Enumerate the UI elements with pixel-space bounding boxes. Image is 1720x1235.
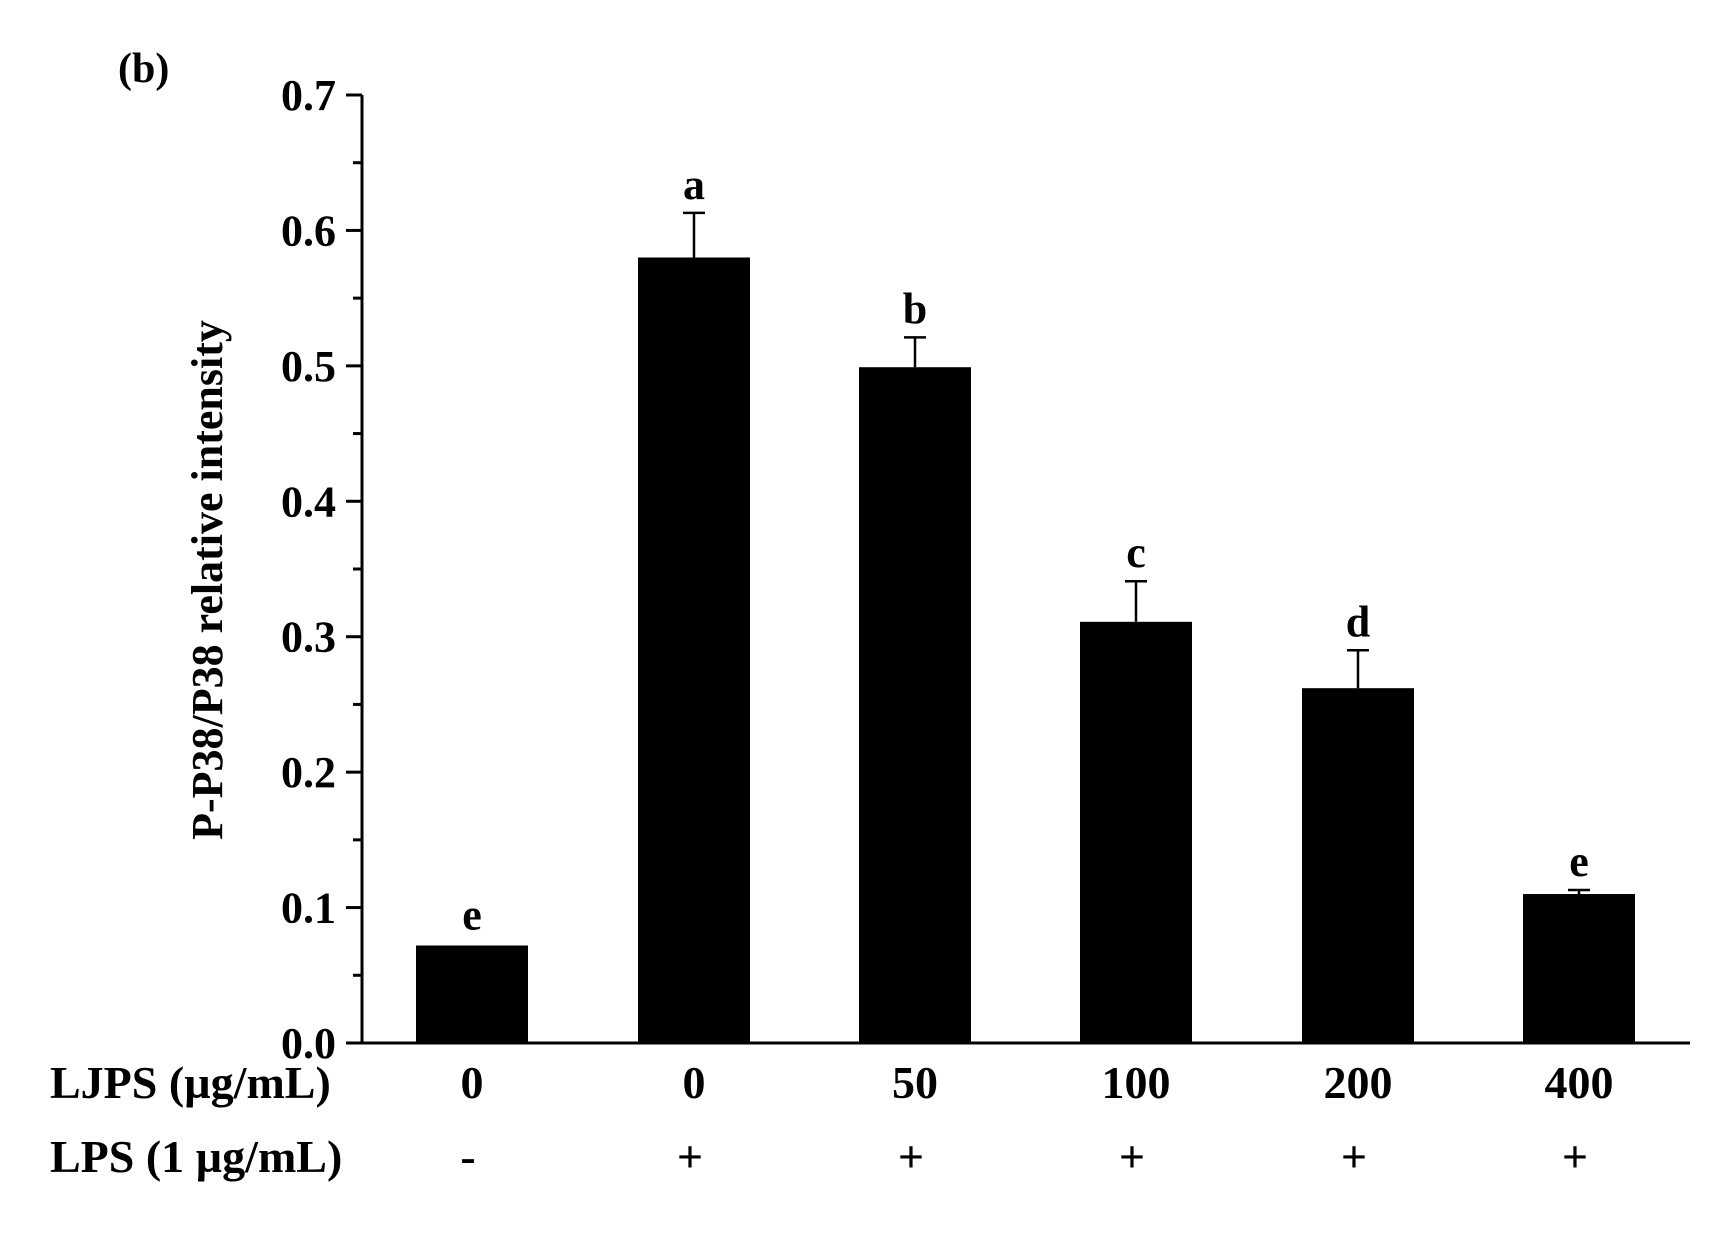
ljps-dose-label: 100	[1102, 1057, 1171, 1108]
y-tick-label: 0.4	[281, 477, 336, 526]
significance-label: c	[1126, 528, 1146, 577]
y-tick-label: 0.6	[281, 206, 336, 255]
y-axis: 0.0 0.1 0.2 0.3 0.4 0.5 0.6 0.7	[281, 71, 364, 1068]
bar	[1302, 688, 1414, 1043]
significance-label: e	[1569, 837, 1589, 886]
y-tick-label: 0.2	[281, 748, 336, 797]
lps-values: - + + + + +	[460, 1131, 1588, 1182]
y-tick-label: 0.1	[281, 884, 336, 933]
y-tick-label: 0.0	[281, 1019, 336, 1068]
lps-treatment-label: +	[1341, 1131, 1367, 1182]
lps-treatment-label: +	[1119, 1131, 1145, 1182]
lps-treatment-label: +	[1562, 1131, 1588, 1182]
lps-treatment-label: -	[460, 1131, 475, 1182]
bar	[859, 367, 971, 1043]
ljps-dose-label: 0	[461, 1057, 484, 1108]
ljps-dose-label: 200	[1324, 1057, 1393, 1108]
ljps-row-label: LJPS (µg/mL)	[50, 1057, 331, 1108]
y-tick-label: 0.3	[281, 613, 336, 662]
y-tick-label: 0.5	[281, 342, 336, 391]
bar	[416, 945, 528, 1043]
bar	[1080, 621, 1192, 1043]
significance-label: d	[1346, 597, 1370, 646]
significance-label: b	[903, 284, 927, 333]
lps-treatment-label: +	[898, 1131, 924, 1182]
lps-row-label: LPS (1 µg/mL)	[50, 1131, 342, 1182]
bar	[1523, 894, 1635, 1043]
y-tick-label: 0.7	[281, 71, 336, 120]
bar	[638, 257, 750, 1043]
ljps-values: 0 0 50 100 200 400	[461, 1057, 1614, 1108]
ljps-dose-label: 50	[892, 1057, 938, 1108]
lps-treatment-label: +	[677, 1131, 703, 1182]
y-axis-title: P-P38/P38 relative intensity	[183, 320, 232, 840]
significance-label: e	[462, 890, 482, 939]
significance-label: a	[683, 160, 705, 209]
panel-label: (b)	[118, 46, 169, 92]
ljps-dose-label: 0	[683, 1057, 706, 1108]
ljps-dose-label: 400	[1545, 1057, 1614, 1108]
bars: e a b c d e	[416, 160, 1635, 1043]
